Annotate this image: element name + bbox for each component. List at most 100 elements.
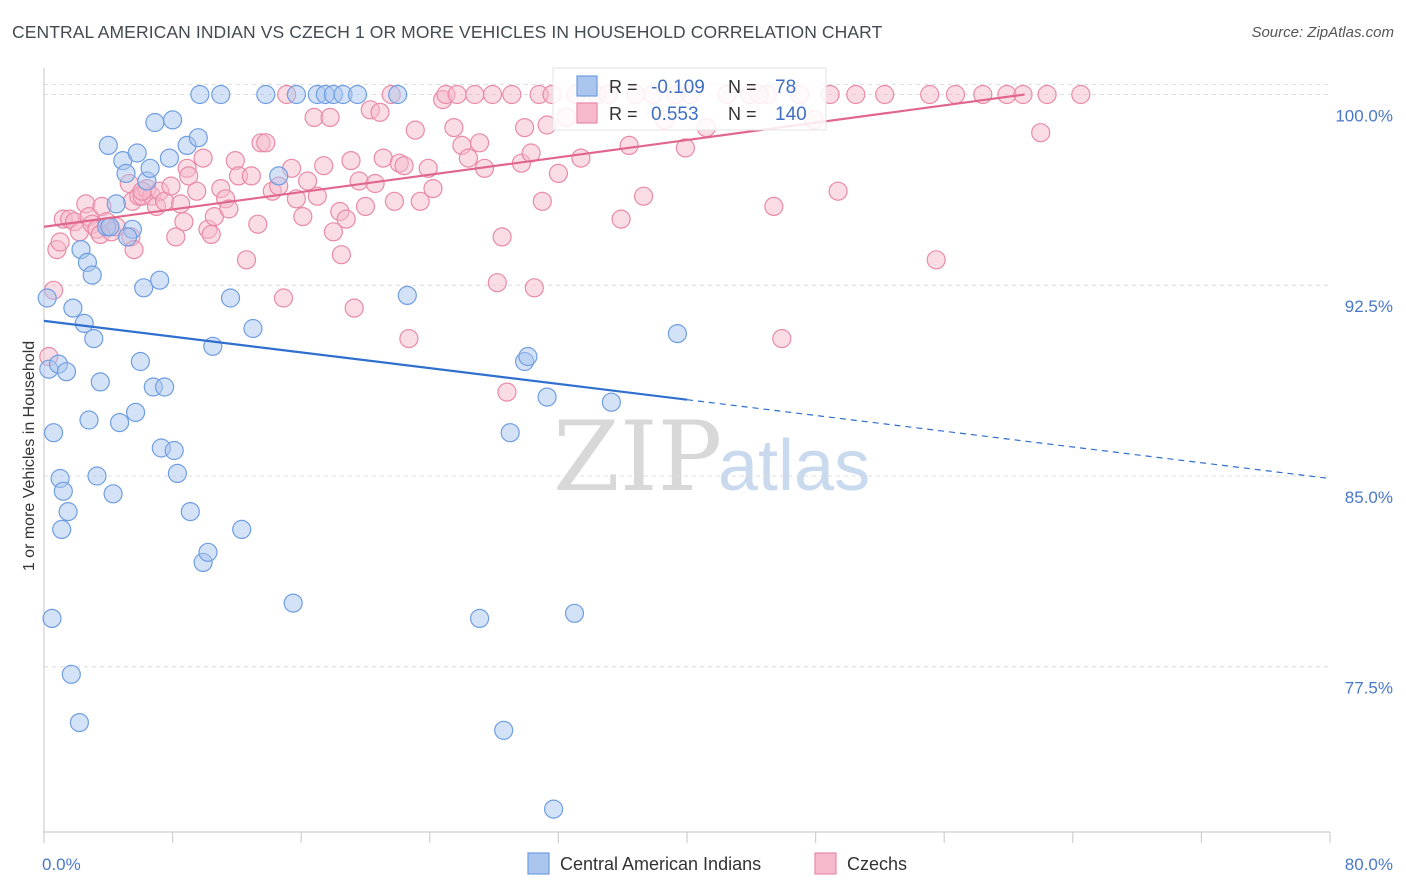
czechs-point-127 bbox=[846, 84, 866, 105]
legend-n-label: N = bbox=[728, 77, 757, 97]
central-american-indians-point-11 bbox=[63, 298, 83, 318]
central-american-indians-point-20 bbox=[90, 372, 110, 392]
czechs-point-70 bbox=[370, 102, 390, 122]
central-american-indians-point-68 bbox=[500, 423, 520, 443]
central-american-indians-point-37 bbox=[150, 270, 170, 290]
central-american-indians-point-7 bbox=[53, 481, 73, 501]
central-american-indians-point-63 bbox=[347, 84, 368, 105]
legend-n-label: N = bbox=[728, 104, 757, 124]
czechs-point-85 bbox=[458, 148, 478, 168]
stats-legend: R = -0.109 N = 78 R = 0.553 N = 140 bbox=[552, 67, 827, 131]
trend-lines bbox=[43, 93, 1331, 480]
central-american-indians-point-47 bbox=[190, 84, 210, 105]
czechs-point-102 bbox=[548, 163, 569, 183]
czechs-point-90 bbox=[487, 273, 507, 293]
czechs-point-95 bbox=[514, 117, 535, 138]
legend-label-central-american-indians: Central American Indians bbox=[560, 854, 761, 874]
blue-trend-extension bbox=[686, 399, 1331, 480]
czechs-point-3 bbox=[50, 232, 70, 252]
central-american-indians-point-46 bbox=[188, 128, 208, 148]
czechs-point-105 bbox=[571, 148, 591, 168]
central-american-indians-point-56 bbox=[269, 166, 289, 186]
central-american-indians-point-8 bbox=[56, 362, 77, 382]
watermark: ZIP atlas bbox=[553, 401, 870, 513]
central-american-indians-point-27 bbox=[116, 163, 136, 183]
czechs-point-122 bbox=[772, 329, 792, 349]
czechs-point-74 bbox=[394, 156, 414, 176]
central-american-indians-point-72 bbox=[537, 387, 557, 407]
legend-box bbox=[552, 67, 827, 131]
czechs-point-54 bbox=[293, 207, 313, 227]
czechs-point-71 bbox=[373, 148, 393, 168]
central-american-indians-point-57 bbox=[283, 593, 303, 613]
czechs-point-60 bbox=[323, 222, 343, 242]
central-american-indians-point-19 bbox=[87, 466, 107, 486]
y-tick-labels: 100.0% 92.5% 85.0% 77.5% bbox=[1335, 107, 1393, 698]
legend-r-value: 0.553 bbox=[651, 104, 699, 125]
czechs-point-75 bbox=[399, 329, 419, 349]
czechs-point-45 bbox=[241, 166, 261, 186]
czechs-point-135 bbox=[1031, 123, 1051, 143]
czechs-point-136 bbox=[1037, 84, 1057, 105]
czechs-point-51 bbox=[273, 288, 294, 308]
czechs-point-33 bbox=[179, 166, 199, 186]
central-american-indians-point-9 bbox=[58, 502, 78, 522]
czechs-point-93 bbox=[502, 84, 522, 105]
y-axis-label: 1 or more Vehicles in Household bbox=[21, 341, 38, 571]
czechs-point-35 bbox=[193, 148, 213, 168]
central-american-indians-point-73 bbox=[564, 603, 585, 623]
czechs-point-92 bbox=[497, 382, 517, 402]
central-american-indians-point-16 bbox=[79, 410, 99, 430]
central-american-indians-point-25 bbox=[109, 413, 130, 433]
czechs-point-133 bbox=[997, 84, 1017, 105]
y-tick-label-1: 92.5% bbox=[1345, 297, 1393, 316]
watermark-atlas: atlas bbox=[718, 426, 870, 506]
czechs-point-48 bbox=[256, 133, 276, 153]
watermark-zip: ZIP bbox=[553, 401, 722, 513]
central-american-indians-point-71 bbox=[543, 799, 564, 819]
central-american-indians-point-43 bbox=[167, 463, 187, 483]
central-american-indians-point-55 bbox=[256, 84, 276, 105]
pink-trend-line bbox=[43, 93, 1025, 228]
central-american-indians-point-52 bbox=[220, 288, 241, 308]
central-american-indians-point-65 bbox=[397, 285, 417, 305]
legend-n-value: 78 bbox=[775, 77, 796, 98]
czechs-point-34 bbox=[187, 181, 207, 201]
czechs-point-67 bbox=[355, 196, 376, 216]
czechs-point-31 bbox=[174, 212, 194, 232]
central-american-indians-point-49 bbox=[198, 542, 218, 562]
y-tick-label-2: 85.0% bbox=[1345, 488, 1393, 507]
czechs-point-76 bbox=[405, 120, 425, 140]
czechs-point-55 bbox=[298, 171, 318, 191]
central-american-indians-point-76 bbox=[117, 227, 138, 247]
czechs-point-109 bbox=[619, 135, 639, 155]
legend-swatch-blue bbox=[576, 75, 598, 97]
central-american-indians-point-64 bbox=[388, 84, 408, 105]
legend-swatch-czechs bbox=[814, 852, 837, 875]
czechs-point-62 bbox=[331, 245, 351, 265]
central-american-indians-point-12 bbox=[69, 712, 90, 733]
legend-r-value: -0.109 bbox=[651, 77, 705, 98]
czechs-point-72 bbox=[384, 191, 404, 211]
central-american-indians-point-17 bbox=[82, 265, 102, 285]
legend-r-label: R = bbox=[609, 104, 638, 124]
czechs-point-91 bbox=[492, 227, 512, 247]
czechs-point-130 bbox=[926, 250, 946, 270]
czechs-point-89 bbox=[482, 84, 503, 105]
czechs-point-63 bbox=[336, 209, 356, 229]
central-american-indians-point-51 bbox=[211, 84, 231, 105]
central-american-indians-point-31 bbox=[130, 351, 150, 372]
czechs-point-66 bbox=[349, 171, 369, 191]
legend-n-value: 140 bbox=[775, 104, 807, 125]
central-american-indians-point-30 bbox=[127, 143, 147, 163]
x-tick-label-1: 80.0% bbox=[1345, 855, 1393, 874]
central-american-indians-point-58 bbox=[286, 84, 306, 105]
central-american-indians-point-34 bbox=[140, 158, 160, 178]
czechs-point-111 bbox=[633, 186, 654, 206]
legend-swatch-pink bbox=[576, 102, 598, 124]
central-american-indians-point-6 bbox=[52, 519, 72, 540]
central-american-indians-point-40 bbox=[159, 148, 179, 168]
central-american-indians-point-23 bbox=[103, 484, 123, 504]
axes bbox=[43, 68, 1331, 843]
